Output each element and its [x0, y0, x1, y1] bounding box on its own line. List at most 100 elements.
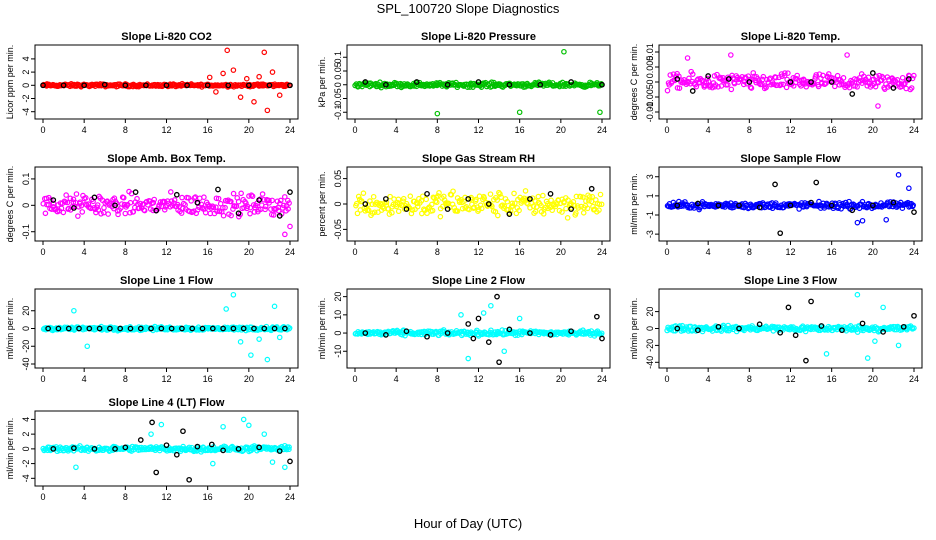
data-point [276, 92, 283, 99]
points-layer [40, 186, 293, 238]
data-point-black [705, 73, 712, 79]
x-tick-label: 20 [244, 492, 254, 502]
data-point-black [149, 419, 155, 426]
data-point-black [808, 199, 814, 206]
data-point [911, 325, 917, 331]
data-point [589, 193, 596, 200]
data-point [249, 193, 256, 200]
panel-8: Slope Line 2 Flow 0 4 8 12 16 20 24 -10 0 10 20 ml/m… [317, 275, 611, 384]
data-point [63, 192, 69, 198]
data-point [854, 84, 860, 90]
data-point-black [475, 79, 482, 85]
data-point [785, 70, 791, 76]
y-tick-label: -0.1 [21, 224, 31, 240]
data-point-black [256, 197, 262, 203]
data-point-black [599, 81, 605, 88]
data-point-black [403, 328, 410, 335]
data-point [589, 81, 596, 88]
data-point-black [137, 325, 144, 332]
data-point-black [194, 443, 201, 450]
data-point-black [715, 202, 722, 209]
data-point-black [506, 81, 513, 88]
data-point [548, 197, 554, 204]
data-point-black [828, 79, 835, 85]
data-point-black [276, 213, 283, 219]
data-point [564, 215, 571, 221]
data-point-black [215, 186, 221, 193]
y-axis-label: ml/min per min. [629, 298, 639, 360]
data-point-black [808, 79, 814, 85]
data-point-black [756, 204, 763, 211]
data-point [354, 210, 361, 217]
data-point [215, 195, 222, 202]
data-point-black [674, 202, 681, 209]
x-tick-label: 24 [909, 374, 919, 384]
y-tick-label: 2 [21, 70, 31, 75]
data-point [370, 193, 377, 200]
data-point [217, 200, 224, 207]
data-point [222, 204, 228, 211]
data-point-black [695, 200, 701, 207]
data-point [559, 209, 565, 215]
x-tick-label: 16 [515, 125, 525, 135]
data-point-black [839, 327, 845, 334]
data-point [101, 204, 107, 211]
x-tick-label: 0 [40, 125, 45, 135]
data-point [161, 207, 168, 213]
data-point-black [194, 199, 201, 206]
data-point-black [777, 230, 784, 237]
data-point-black [163, 442, 170, 449]
panel-title: Slope Line 2 Flow [432, 275, 525, 287]
data-point [286, 200, 292, 206]
x-axis-title: Hour of Day (UTC) [413, 516, 523, 531]
data-point [414, 200, 421, 207]
data-point-black [209, 325, 216, 332]
data-point [728, 86, 735, 93]
data-point [240, 416, 247, 423]
y-tick-label: 2 [21, 432, 31, 437]
data-point-black [153, 469, 160, 476]
data-point [246, 422, 252, 429]
x-tick-label: 16 [203, 374, 213, 384]
y-tick-label: -40 [645, 356, 655, 369]
data-point [586, 194, 593, 200]
x-tick-label: 8 [747, 247, 752, 257]
data-point-black [117, 325, 124, 332]
data-point [777, 82, 783, 89]
data-point [365, 207, 372, 214]
y-tick-label: 20 [645, 307, 655, 317]
data-point [689, 71, 696, 77]
data-point-black [869, 70, 876, 76]
data-point [228, 198, 234, 205]
data-point [167, 189, 174, 195]
data-point [740, 81, 747, 88]
data-point [122, 210, 129, 217]
data-point [244, 203, 251, 210]
data-point-black [496, 359, 502, 366]
x-tick-label: 24 [285, 492, 295, 502]
data-point [261, 49, 268, 56]
x-tick-label: 8 [123, 247, 128, 257]
x-tick-label: 24 [909, 247, 919, 257]
data-point [228, 212, 234, 219]
data-point [910, 202, 916, 209]
data-point [436, 190, 442, 196]
data-point [429, 207, 436, 214]
data-point [522, 188, 529, 194]
y-axis-label: ml/min per min. [5, 298, 15, 360]
data-point [458, 196, 464, 203]
y-tick-label: 0 [21, 326, 31, 331]
data-point [802, 328, 809, 335]
data-point [724, 82, 731, 88]
data-point-black [527, 196, 533, 202]
data-point-black [403, 206, 410, 212]
data-point [264, 356, 271, 363]
data-point [358, 198, 365, 204]
data-point-black [158, 325, 165, 332]
data-point [823, 351, 830, 357]
x-tick-label: 24 [597, 125, 607, 135]
data-point-black [444, 330, 451, 336]
data-point [908, 85, 915, 91]
